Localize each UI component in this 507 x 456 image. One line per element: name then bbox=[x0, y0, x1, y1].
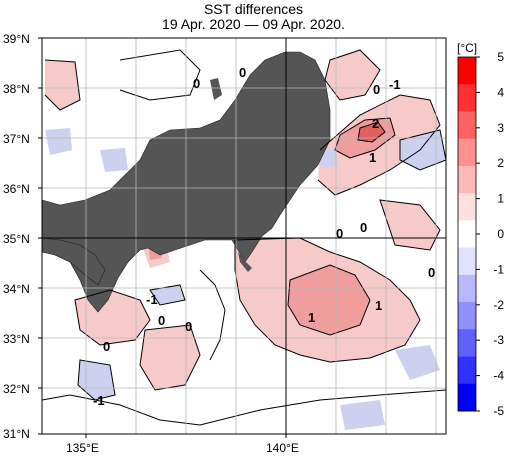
tick-marks bbox=[38, 37, 287, 438]
lon-label: 135°E bbox=[66, 441, 99, 455]
colorbar-cell bbox=[458, 220, 476, 249]
land-shikoku bbox=[42, 237, 106, 286]
contour-label: 0 bbox=[360, 220, 367, 235]
colorbar-cell bbox=[458, 356, 476, 385]
colorbar-cell bbox=[458, 302, 476, 330]
lon-label: 140°E bbox=[266, 441, 299, 455]
colorbar-cell bbox=[458, 383, 476, 412]
colorbar-cell bbox=[458, 84, 476, 112]
colorbar-ticks: 5 4 3 2 1 0 -1 -2 -3 -4 -5 bbox=[476, 50, 504, 418]
colorbar-cell bbox=[458, 138, 476, 167]
contour-label: -1 bbox=[93, 393, 105, 408]
colorbar-tick-label: -1 bbox=[493, 262, 504, 276]
colorbar-cell bbox=[458, 247, 476, 276]
contour-label: 1 bbox=[375, 298, 382, 313]
colorbar-tick-label: 2 bbox=[497, 156, 504, 170]
graticule-major bbox=[42, 38, 446, 434]
contour-label: 0 bbox=[428, 265, 435, 280]
land-sado bbox=[210, 78, 222, 100]
contour-lines bbox=[42, 49, 446, 426]
lat-label: 34°N bbox=[3, 282, 30, 296]
colorbar: [°C] 5 4 3 2 1 0 -1 -2 -3 -4 -5 bbox=[457, 41, 504, 418]
lat-label: 39°N bbox=[3, 32, 30, 46]
contour-label: 0 bbox=[373, 82, 380, 97]
graticule bbox=[42, 38, 446, 434]
longitude-labels: 135°E 140°E bbox=[66, 441, 299, 455]
colorbar-cell bbox=[458, 165, 476, 194]
colorbar-tick-label: 4 bbox=[497, 85, 504, 99]
lat-label: 35°N bbox=[3, 232, 30, 246]
lat-label: 38°N bbox=[3, 82, 30, 96]
lat-label: 37°N bbox=[3, 132, 30, 146]
colorbar-cells bbox=[458, 57, 476, 412]
lat-label: 36°N bbox=[3, 182, 30, 196]
colorbar-tick-label: -5 bbox=[493, 404, 504, 418]
contour-label: 0 bbox=[158, 313, 165, 328]
contour-label: 2 bbox=[372, 116, 379, 131]
colorbar-cell bbox=[458, 193, 476, 221]
colorbar-tick-label: 1 bbox=[497, 192, 504, 206]
colorbar-tick-label: -4 bbox=[493, 369, 504, 383]
land-izu bbox=[238, 252, 252, 272]
lat-label: 32°N bbox=[3, 382, 30, 396]
contour-label: 0 bbox=[239, 65, 246, 80]
contour-label: -1 bbox=[146, 292, 158, 307]
colorbar-cell bbox=[458, 57, 476, 85]
contour-label: 1 bbox=[308, 310, 315, 325]
colorbar-cell bbox=[458, 274, 476, 303]
colorbar-cell bbox=[458, 329, 476, 358]
contour-label: 0 bbox=[103, 339, 110, 354]
contour-label: 0 bbox=[193, 76, 200, 91]
lat-label: 33°N bbox=[3, 332, 30, 346]
colorbar-cell bbox=[458, 111, 476, 140]
colorbar-tick-label: 3 bbox=[497, 121, 504, 135]
map-subtitle: 19 Apr. 2020 — 09 Apr. 2020. bbox=[162, 16, 345, 32]
contour-label: 0 bbox=[336, 226, 343, 241]
colorbar-tick-label: -2 bbox=[493, 298, 504, 312]
contour-label-group: 0 0 0 -1 2 1 0 0 0 -1 0 0 1 1 0 -1 bbox=[93, 65, 435, 408]
latitude-labels: 39°N 38°N 37°N 36°N 35°N 34°N 33°N 32°N … bbox=[3, 32, 30, 441]
colorbar-unit: [°C] bbox=[457, 41, 477, 55]
colorbar-tick-label: 0 bbox=[497, 227, 504, 241]
contour-label: 1 bbox=[369, 150, 376, 165]
contour-label: 0 bbox=[185, 319, 192, 334]
lat-label: 31°N bbox=[3, 427, 30, 441]
colorbar-tick-label: 5 bbox=[497, 50, 504, 64]
cool-anomaly-areas bbox=[45, 128, 446, 430]
map-title: SST differences bbox=[203, 1, 304, 17]
colorbar-tick-label: -3 bbox=[493, 333, 504, 347]
map-frame bbox=[41, 37, 447, 435]
contour-label: -1 bbox=[389, 77, 401, 92]
